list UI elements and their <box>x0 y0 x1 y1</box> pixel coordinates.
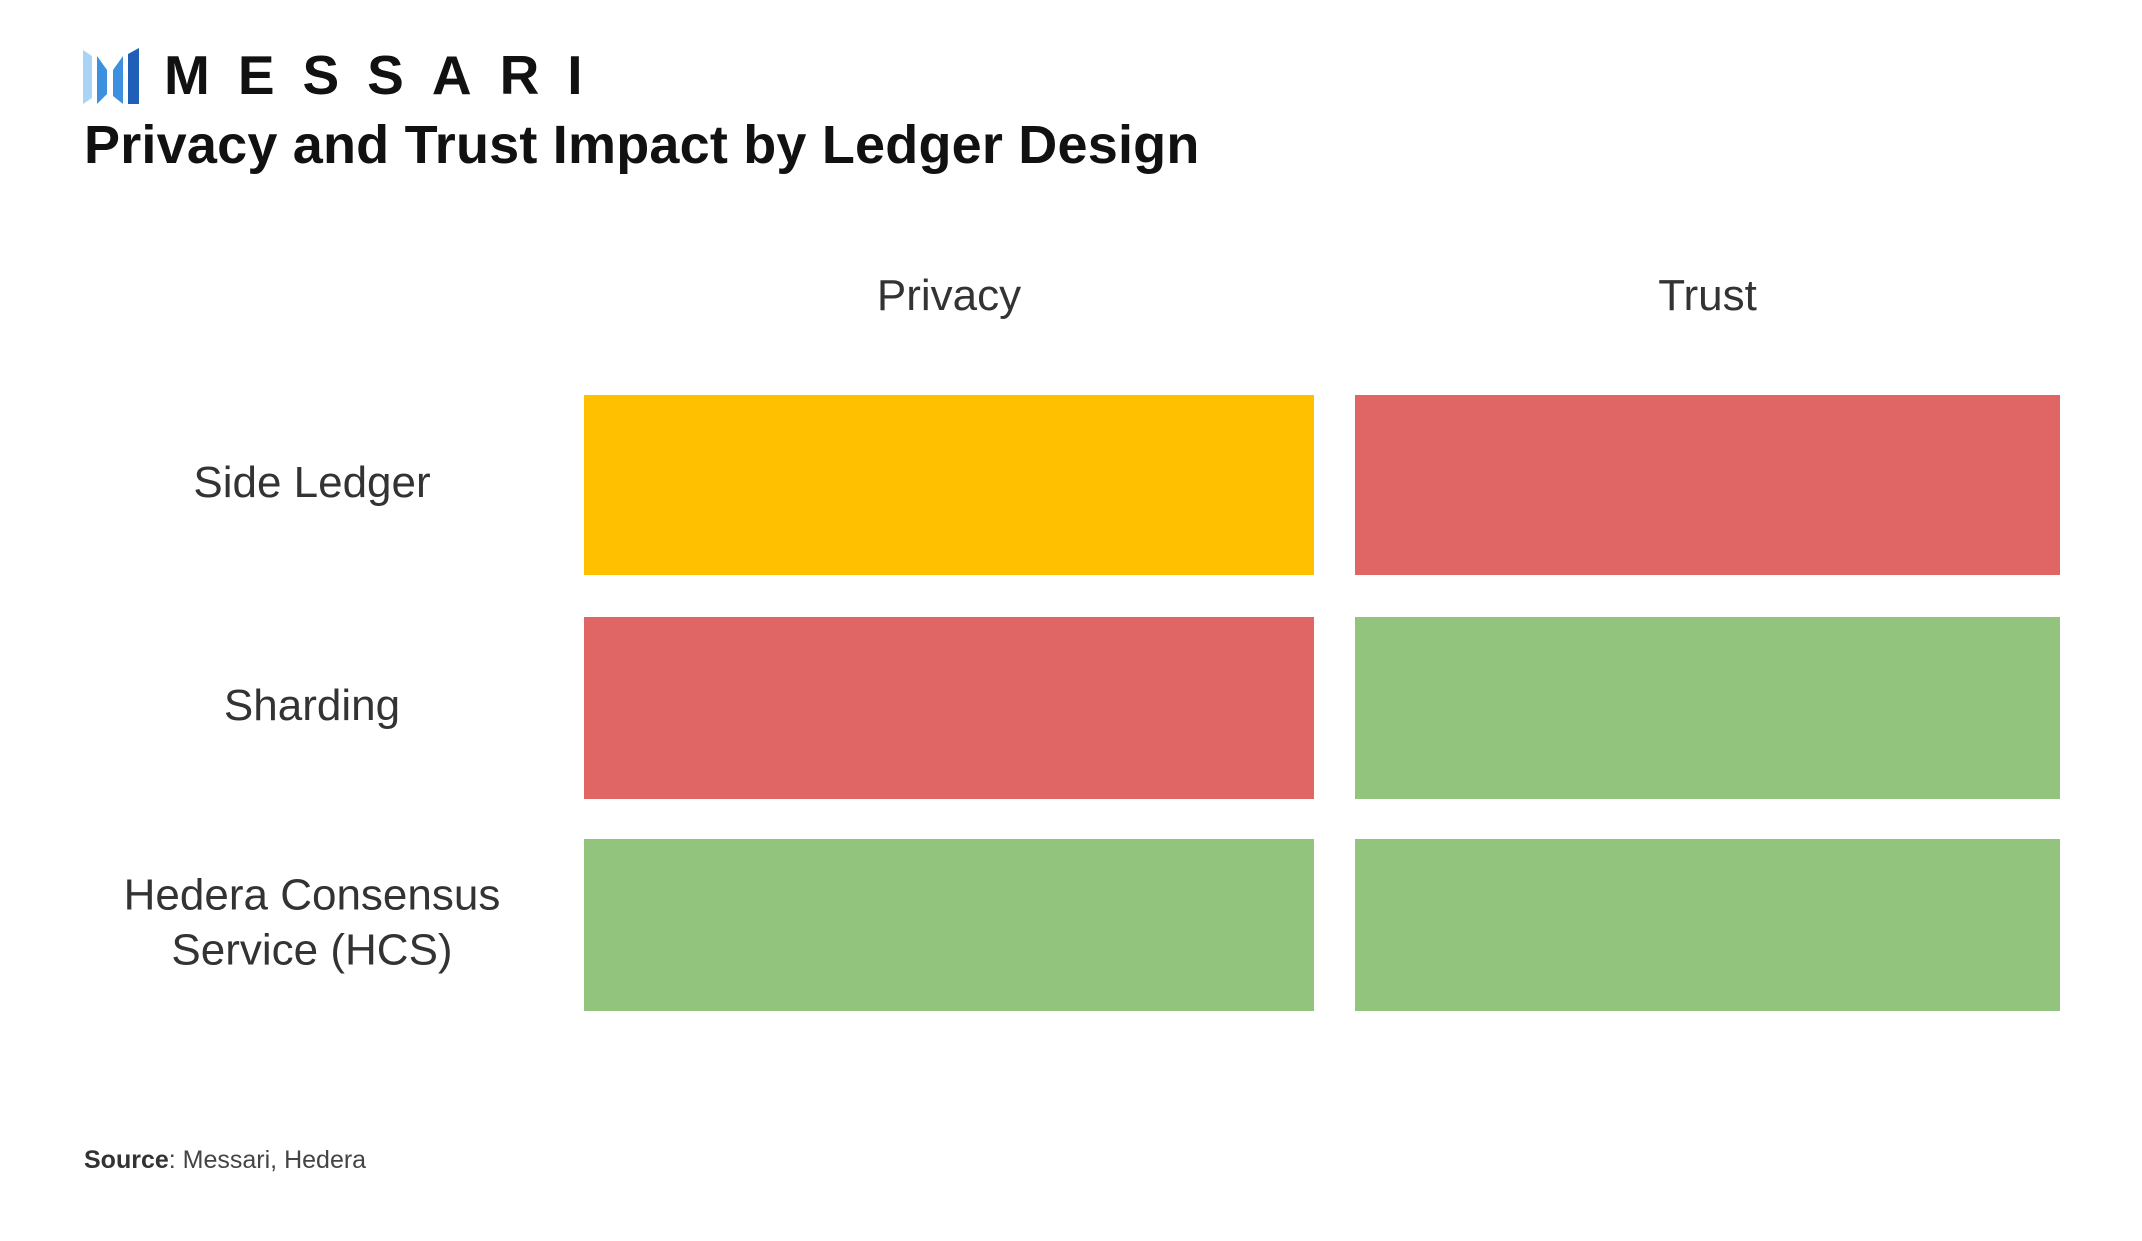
source-label: Source <box>84 1146 169 1174</box>
source-note: Source: Messari, Hedera <box>84 1145 366 1175</box>
row-label: Side Ledger <box>193 458 430 507</box>
row-label-line: Sharding <box>224 681 400 730</box>
brand-logo: MESSARI <box>82 44 611 106</box>
row-label-line: Side Ledger <box>193 458 430 507</box>
row-label: Sharding <box>224 681 400 730</box>
heatmap-cell-trust-low <box>1355 395 2060 575</box>
heatmap-cell-privacy-high <box>584 839 1314 1011</box>
column-label-trust: Trust <box>1658 271 1757 320</box>
source-text: Messari, Hedera <box>182 1146 367 1174</box>
brand-wordmark: MESSARI <box>164 43 611 106</box>
messari-logo-icon <box>83 48 139 104</box>
row-label-line: Hedera Consensus <box>124 870 501 919</box>
source-separator: : <box>168 1146 176 1174</box>
heatmap-cell-privacy-low <box>584 617 1314 799</box>
row-label: Hedera Consensus Service (HCS) <box>124 870 501 974</box>
heatmap-cell-trust-high <box>1355 617 2060 799</box>
heatmap-cell-privacy-medium <box>584 395 1314 575</box>
row-label-line: Service (HCS) <box>171 925 452 974</box>
column-label-privacy: Privacy <box>877 271 1021 320</box>
chart-title: Privacy and Trust Impact by Ledger Desig… <box>84 115 1200 175</box>
heatmap-cell-trust-high <box>1355 839 2060 1011</box>
